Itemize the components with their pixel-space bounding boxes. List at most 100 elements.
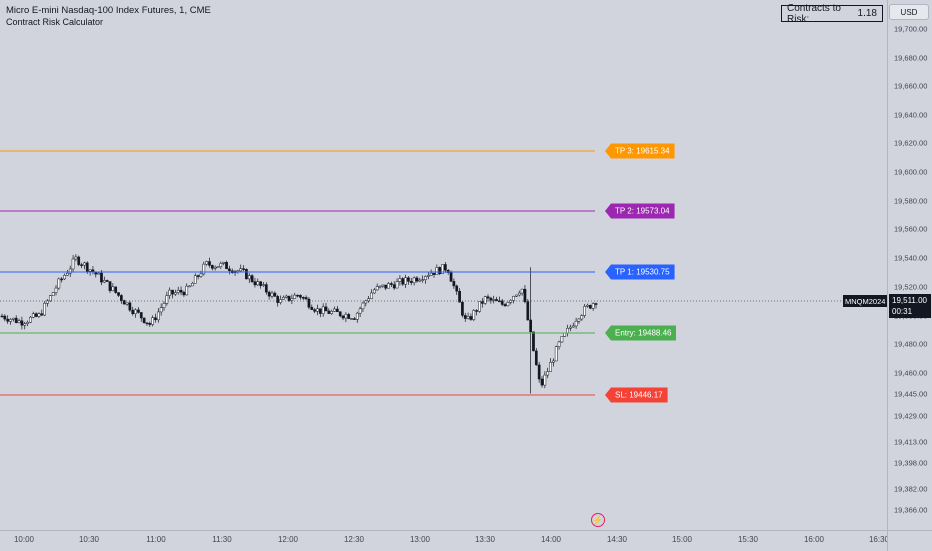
candle-body <box>395 281 399 289</box>
candle-body <box>154 317 157 321</box>
candle-body <box>367 298 370 302</box>
candle-body <box>188 285 191 288</box>
price-tick: 19,560.00 <box>894 224 928 234</box>
candle-body <box>105 280 109 282</box>
time-scale[interactable]: 10:00 10:30 11:00 11:30 12:00 12:30 13:00 13:30… <box>0 530 889 551</box>
candle-body <box>31 313 35 318</box>
candle-body <box>68 268 72 274</box>
candle-body <box>515 294 518 297</box>
candle-body <box>282 297 285 300</box>
candle-body <box>48 295 52 302</box>
price-tick: 19,620.00 <box>894 138 928 148</box>
candle-body <box>318 308 322 314</box>
price-tick: 19,600.00 <box>894 167 928 177</box>
candle-body <box>134 309 137 314</box>
candle-body <box>529 319 532 333</box>
candle-body <box>213 266 217 269</box>
candle-body <box>174 292 177 295</box>
candle-body <box>452 281 456 287</box>
indicator-name[interactable]: Contract Risk Calculator <box>6 17 104 27</box>
candle-body <box>532 331 535 352</box>
candle-body <box>560 336 564 343</box>
candle-body <box>341 315 345 319</box>
candle-body <box>242 268 245 270</box>
price-tick: 19,580.00 <box>894 196 928 206</box>
price-scale[interactable]: 19,700.00 19,680.00 19,660.00 19,640.00 19,6… <box>887 0 932 530</box>
candle-body <box>432 272 436 275</box>
price-tick: 19,700.00 <box>894 24 928 34</box>
candle-body <box>264 284 268 293</box>
candle-body <box>46 300 49 304</box>
price-chart[interactable] <box>0 0 887 530</box>
candle-body <box>438 267 442 275</box>
candle-body <box>125 302 129 305</box>
candle-body <box>415 277 419 282</box>
candle-body <box>381 284 385 287</box>
candle-body <box>262 284 265 286</box>
candle-body <box>34 313 38 317</box>
candle-body <box>463 315 467 319</box>
candle-body <box>424 276 427 280</box>
candle-body <box>37 313 41 317</box>
candle-body <box>267 291 271 297</box>
chart-area[interactable]: Micro E-mini Nasdaq-100 Index Futures, 1… <box>0 0 887 530</box>
candle-body <box>0 315 4 318</box>
candle-body <box>469 316 473 320</box>
candle-body <box>588 304 592 309</box>
contracts-label: Contracts to Risk: <box>787 2 841 25</box>
candle-body <box>216 266 220 268</box>
time-tick: 15:00 <box>671 535 693 544</box>
sl-label: SL: 19446.17 <box>605 387 668 403</box>
candle-body <box>71 258 75 270</box>
candle-body <box>253 281 257 286</box>
candle-body <box>165 295 169 304</box>
candle-body <box>353 318 356 320</box>
candle-body <box>145 322 149 325</box>
candle-body <box>392 284 396 289</box>
candle-body <box>276 296 280 303</box>
candle-body <box>375 286 379 291</box>
price-tick: 19,640.00 <box>894 110 928 120</box>
candle-body <box>552 360 555 363</box>
candle-body <box>148 323 152 325</box>
candle-body <box>444 264 447 271</box>
chart-legend-title[interactable]: Micro E-mini Nasdaq-100 Index Futures, 1… <box>6 5 211 16</box>
candle-body <box>344 314 348 319</box>
candle-body <box>526 301 530 321</box>
candle-body <box>540 378 544 386</box>
candle-body <box>347 314 351 319</box>
currency-button[interactable]: USD <box>889 4 929 20</box>
candle-body <box>245 269 248 280</box>
candle-body <box>199 273 203 277</box>
candle-body <box>299 295 302 298</box>
candle-body <box>495 299 498 302</box>
candle-body <box>475 310 478 312</box>
lightning-icon[interactable]: ⚡ <box>591 513 605 527</box>
candle-body <box>370 292 373 299</box>
candle-body <box>171 289 174 295</box>
symbol-label: MNQM2024 <box>843 295 887 307</box>
time-tick: 11:30 <box>212 535 232 544</box>
candle-body <box>117 292 120 296</box>
candle-body <box>583 306 586 316</box>
candle-body <box>398 278 402 282</box>
candle-body <box>361 302 365 310</box>
tp2-label: TP 2: 19573.04 <box>605 203 675 219</box>
candle-body <box>472 310 476 320</box>
candle-body <box>26 321 29 324</box>
candle-body <box>9 319 12 322</box>
candle-body <box>421 279 424 281</box>
tp1-label: TP 1: 19530.75 <box>605 264 675 280</box>
candle-body <box>17 320 21 323</box>
candle-body <box>77 256 81 265</box>
candle-body <box>196 275 200 277</box>
candle-body <box>256 281 260 286</box>
candle-body <box>259 281 262 286</box>
candle-body <box>333 308 336 312</box>
candle-body <box>563 332 567 337</box>
candle-body <box>40 313 44 316</box>
candle-body <box>108 281 112 291</box>
candle-body <box>483 296 487 304</box>
price-tick: 19,660.00 <box>894 81 928 91</box>
contracts-table: Contracts to Risk: 1.18 <box>781 2 883 25</box>
